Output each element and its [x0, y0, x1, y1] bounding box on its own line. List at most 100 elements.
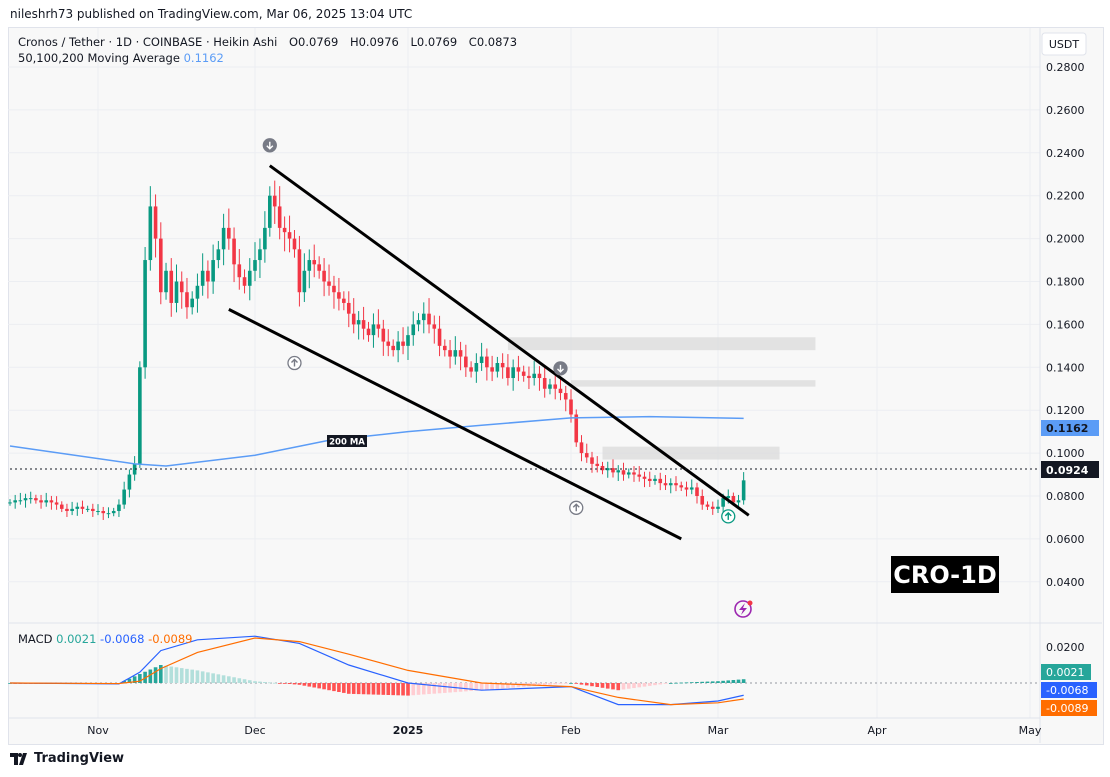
macd-histogram-bar — [506, 683, 510, 689]
macd-histogram-bar — [302, 683, 307, 686]
candle — [474, 353, 479, 383]
macd-histogram-bar — [159, 665, 163, 683]
macd-histogram-bar — [206, 672, 210, 683]
macd-histogram-bar — [500, 683, 505, 689]
macd-histogram-bar — [381, 683, 386, 695]
macd-histogram-bar — [127, 678, 132, 683]
candle — [366, 321, 371, 342]
candle — [75, 502, 80, 516]
macd-line-tag: -0.0068 — [1041, 682, 1097, 698]
candle — [153, 194, 158, 258]
y-tick-label: 0.2800 — [1046, 61, 1085, 74]
macd-histogram-bar — [542, 683, 547, 686]
candle — [406, 326, 410, 361]
candle — [376, 309, 381, 338]
resistance-zone[interactable] — [571, 380, 816, 387]
candle — [13, 494, 17, 509]
ohlc-close: C0.0873 — [468, 35, 518, 49]
trendline[interactable] — [268, 164, 750, 517]
candle — [421, 302, 426, 334]
macd-label[interactable]: MACD — [18, 632, 53, 646]
trendline[interactable] — [228, 308, 682, 541]
candle — [54, 496, 59, 510]
candle — [532, 360, 536, 386]
candle — [381, 319, 386, 356]
macd-histogram-bar — [642, 683, 647, 687]
candle — [337, 277, 341, 311]
lightning-icon[interactable] — [734, 600, 753, 618]
candle — [282, 216, 287, 252]
macd-tag: 0.0021 — [1041, 664, 1091, 680]
arrow-up-icon — [721, 509, 736, 524]
macd-histogram-bar — [647, 683, 652, 686]
symbol-label[interactable]: Cronos / Tether · 1D · COINBASE · Heikin… — [18, 35, 278, 49]
candle — [437, 315, 442, 357]
candle — [101, 506, 106, 520]
macd-histogram-bar — [132, 676, 137, 683]
macd-histogram-bar — [736, 679, 741, 683]
x-tick-label: Apr — [867, 724, 887, 737]
macd-histogram-bar — [277, 683, 282, 684]
macd-histogram-bar — [282, 683, 287, 684]
candle — [579, 435, 584, 462]
candle — [106, 507, 111, 519]
candle — [674, 476, 678, 492]
ma-label[interactable]: 50,100,200 Moving Average — [18, 51, 180, 65]
candle — [18, 492, 23, 505]
candle — [621, 462, 626, 481]
macd-histogram-bar — [595, 683, 600, 687]
candle — [263, 211, 267, 263]
candle — [28, 491, 33, 504]
y-tick-label: 0.1800 — [1046, 276, 1085, 289]
candle — [307, 249, 312, 289]
candle — [506, 354, 510, 386]
candle — [396, 331, 400, 363]
macd-histogram-bar — [532, 683, 536, 686]
macd-histogram-bar — [376, 683, 381, 695]
candle — [49, 495, 54, 510]
candle — [563, 385, 568, 412]
macd-histogram-bar — [458, 683, 463, 692]
candle — [287, 215, 292, 253]
candle — [469, 361, 473, 378]
macd-histogram-bar — [356, 683, 361, 695]
macd-histogram-bar — [616, 683, 621, 691]
y-tick-label: 0.1400 — [1046, 361, 1085, 374]
macd-histogram-bar — [401, 683, 405, 696]
y-tick-label: 0.1600 — [1046, 318, 1085, 331]
brand-label: TradingView — [34, 751, 125, 766]
macd-histogram-bar — [221, 675, 226, 683]
resistance-zone[interactable] — [507, 337, 816, 351]
macd-axis-tick: 0.0200 — [1046, 641, 1085, 654]
macd-histogram-bar — [411, 683, 416, 696]
macd-histogram-bar — [258, 681, 262, 683]
macd-histogram-bar — [632, 683, 636, 689]
candle — [516, 355, 521, 382]
candle — [96, 504, 100, 516]
candle — [684, 481, 689, 497]
candle — [312, 244, 317, 278]
macd-histogram-bar — [386, 683, 391, 695]
candle — [132, 456, 137, 481]
candle — [327, 264, 331, 296]
candle — [200, 253, 205, 296]
x-tick-label: Dec — [244, 724, 265, 737]
candle — [695, 482, 699, 504]
resistance-zone[interactable] — [602, 446, 780, 460]
candle — [700, 489, 705, 510]
candle — [34, 494, 38, 504]
tradingview-logo[interactable]: TradingView — [10, 751, 124, 766]
macd-histogram-bar — [427, 683, 431, 695]
macd-histogram-bar — [710, 681, 715, 683]
macd-histogram-bar — [637, 683, 642, 688]
candle — [448, 339, 452, 369]
macd-histogram-bar — [268, 682, 272, 684]
candle — [185, 277, 189, 319]
y-tick-label: 0.0800 — [1046, 490, 1085, 503]
candle — [247, 258, 252, 301]
candle — [479, 342, 484, 371]
currency-button[interactable]: USDT — [1041, 32, 1087, 56]
arrow-down-icon — [262, 138, 277, 153]
macd-histogram-bar — [361, 683, 366, 695]
